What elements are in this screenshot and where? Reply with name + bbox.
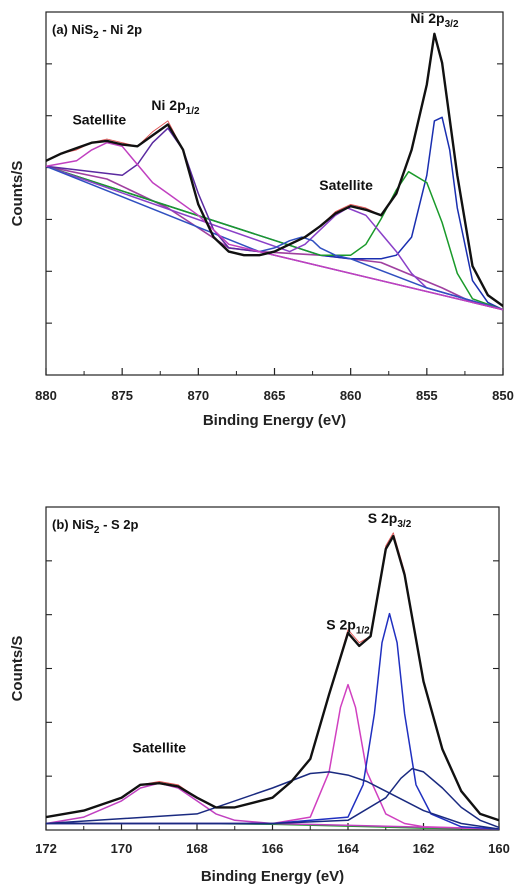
fit-component-7 <box>46 767 499 829</box>
x-tick-label: 850 <box>492 388 514 403</box>
panel-label: (a) NiS2 - Ni 2p <box>52 22 142 41</box>
background-curve <box>46 165 503 311</box>
fit-component-7 <box>46 127 503 311</box>
peak-annotation: Ni 2p1/2 <box>151 97 200 117</box>
fit-component-3 <box>46 782 499 830</box>
peak-annotation-text: Ni 2p <box>151 97 185 113</box>
x-tick-label: 172 <box>35 841 57 856</box>
panel-label-subscript: 2 <box>94 525 100 536</box>
x-tick-label: 170 <box>111 841 133 856</box>
peak-annotation: Satellite <box>132 739 186 755</box>
peak-annotation-subscript: 3/2 <box>397 519 411 530</box>
y-axis-title: Counts/S <box>9 161 26 227</box>
x-tick-label: 162 <box>413 841 435 856</box>
panel-label-rest: - S 2p <box>99 517 138 532</box>
raw-curve <box>46 33 503 307</box>
peak-annotation-text: Ni 2p <box>410 10 444 26</box>
panel-label: (b) NiS2 - S 2p <box>52 517 139 536</box>
peak-annotation: Ni 2p3/2 <box>410 10 459 30</box>
envelope-curve <box>46 534 499 822</box>
peak-annotation-text: Satellite <box>72 112 126 128</box>
peak-annotation: Satellite <box>319 177 373 193</box>
peak-annotation: Satellite <box>72 112 126 128</box>
panel-label-subscript: 2 <box>93 30 99 41</box>
peak-annotation: S 2p3/2 <box>368 510 412 530</box>
curves-group <box>46 532 499 830</box>
x-tick-label: 870 <box>187 388 209 403</box>
peak-annotation: S 2p1/2 <box>326 617 370 637</box>
panel-label-text: (b) NiS <box>52 517 94 532</box>
fit-component-5 <box>46 165 503 311</box>
plot-frame <box>45 506 500 831</box>
envelope-curve <box>46 32 503 308</box>
x-axis-title: Binding Energy (eV) <box>203 412 346 429</box>
panel-label-rest: - Ni 2p <box>99 22 142 37</box>
panel-a-ni-2p: 880 875 870 865 860 855 850 Binding Energy (eV)… <box>9 10 514 429</box>
fit-component-3 <box>46 116 503 311</box>
x-tick-label: 875 <box>111 388 133 403</box>
curves-group <box>46 32 503 311</box>
x-tick-label: 865 <box>264 388 286 403</box>
peak-annotation-text: S 2p <box>326 617 356 633</box>
fit-component-4 <box>46 683 499 830</box>
x-tick-label: 860 <box>340 388 362 403</box>
peak-annotation-subscript: 1/2 <box>186 106 200 117</box>
x-tick-label: 880 <box>35 388 57 403</box>
x-tick-label: 160 <box>488 841 510 856</box>
raw-curve <box>46 532 499 821</box>
panel-b-s-2p: 172 170 168 166 164 162 160 Binding Energy (eV)… <box>9 506 510 885</box>
peak-annotation-text: S 2p <box>368 510 398 526</box>
x-axis-title: Binding Energy (eV) <box>201 868 344 885</box>
y-axis-title: Counts/S <box>9 636 26 702</box>
x-tick-label: 855 <box>416 388 438 403</box>
peak-annotation-subscript: 3/2 <box>445 19 459 30</box>
panel-label-text: (a) NiS <box>52 22 94 37</box>
peak-annotation-text: Satellite <box>132 739 186 755</box>
x-tick-label: 164 <box>337 841 359 856</box>
fit-component-4 <box>46 165 503 311</box>
fit-component-6 <box>46 165 503 311</box>
peak-annotation-text: Satellite <box>319 177 373 193</box>
x-tick-label: 168 <box>186 841 208 856</box>
fit-component-6 <box>46 771 499 830</box>
peak-annotation-subscript: 1/2 <box>356 626 370 637</box>
x-tick-label: 166 <box>262 841 284 856</box>
